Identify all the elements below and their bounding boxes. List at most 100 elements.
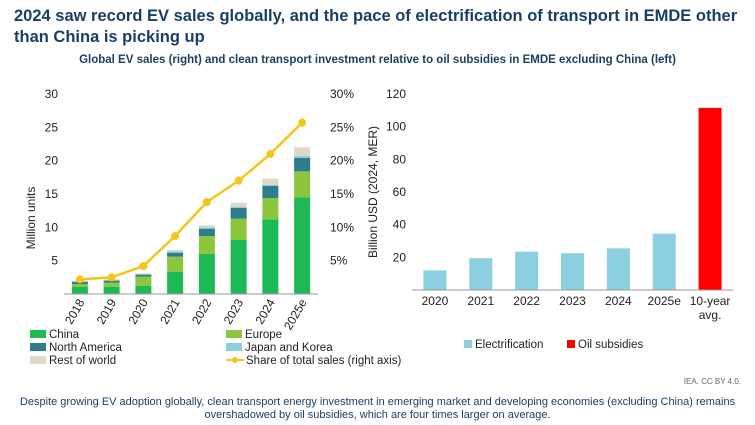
bar-europe [294, 171, 311, 198]
y2-tick-label: 5% [330, 254, 348, 268]
bar-europe [71, 284, 88, 287]
x-tick-label: 2025e [648, 294, 682, 308]
legend-swatch-share [226, 356, 244, 364]
legend-label-china: China [49, 329, 80, 341]
legend-label-north-america: North America [49, 342, 122, 354]
bar-japan-and-korea [167, 251, 184, 253]
legend-item-rest-of-world: Rest of world [30, 355, 116, 367]
legend-swatch-oil-subsidies [567, 340, 575, 348]
bar-north-america [198, 228, 215, 236]
bar-north-america [262, 186, 279, 198]
legend-item-oil-subsidies: Oil subsidies [567, 339, 643, 351]
x-tick-label: 2020 [125, 296, 151, 326]
bar-north-america [230, 208, 247, 219]
y-tick-label: 20 [45, 154, 59, 168]
investment-chart: 20 40 60 80 100 120 Billion USD (2024, MER) 202… [366, 87, 733, 322]
bar-europe [198, 236, 215, 254]
bar-china [71, 286, 88, 294]
bar-europe [135, 276, 152, 286]
legend-swatch-europe [226, 330, 242, 338]
x-tick-label: 2024 [605, 294, 632, 308]
bar-china [262, 219, 279, 294]
bar-japan-and-korea [198, 227, 215, 229]
y2-tick-label: 15% [330, 187, 354, 201]
x-tick-label: 2022 [513, 294, 540, 308]
x-tick-label-line1: 10-year [690, 294, 731, 308]
share-point [298, 118, 307, 127]
legend-label-rest-of-world: Rest of world [49, 355, 117, 367]
bar-china [135, 286, 152, 294]
y-tick-label: 20 [393, 250, 407, 264]
x-tick-label-line2: avg. [699, 308, 722, 322]
bar-europe [167, 256, 184, 272]
share-point [266, 150, 275, 158]
bar-europe [230, 218, 247, 240]
bar-japan-and-korea [262, 184, 279, 186]
bar-north-america [294, 158, 311, 172]
share-point [75, 275, 84, 284]
x-tick-label: 2021 [467, 294, 494, 308]
legend-label-europe: Europe [245, 329, 283, 341]
legend-label-oil-subsidies: Oil subsidies [578, 339, 644, 351]
legend-item-electrification: Electrification [464, 339, 543, 351]
bar-north-america [103, 280, 120, 283]
ev-sales-chart: 5 10 15 20 25 30 5% 10% 15% 20% 25% 30% Million unit… [24, 87, 354, 332]
legend-item-china: China [30, 329, 79, 341]
y-tick-label: 100 [386, 120, 406, 134]
share-point [107, 273, 116, 282]
legend-swatch-china [30, 330, 46, 338]
y2-tick-label: 10% [330, 220, 354, 234]
y-tick-label: 25 [45, 120, 59, 134]
x-tick-label: 2018 [62, 296, 88, 326]
x-tick-label: 2024 [252, 296, 278, 326]
y-tick-label: 30 [45, 87, 59, 101]
legend-item-north-america: North America [30, 342, 122, 354]
x-tick-label: 2025e [281, 296, 310, 332]
x-tick-label: 2022 [189, 296, 215, 326]
bar-china [103, 286, 120, 294]
bar-electrification [515, 251, 539, 290]
bar-electrification [652, 233, 676, 290]
y2-tick-label: 30% [330, 87, 354, 101]
bar-rest-of-world [262, 178, 279, 185]
x-tick-label: 2021 [157, 296, 183, 326]
y-tick-label: 40 [393, 218, 407, 232]
y-tick-label: 5 [51, 254, 58, 268]
bar-japan-and-korea [135, 274, 152, 275]
legend-swatch-north-america [30, 343, 46, 351]
x-tick-label: 2019 [94, 296, 120, 326]
share-point [202, 198, 211, 206]
legend-swatch-electrification [464, 340, 472, 348]
legend-item-share: Share of total sales (right axis) [226, 355, 401, 367]
x-tick-label: 2020 [422, 294, 449, 308]
bar-rest-of-world [230, 202, 247, 207]
y-tick-label: 120 [386, 87, 406, 101]
bar-north-america [167, 252, 184, 257]
bar-china [167, 272, 184, 294]
share-point [234, 176, 243, 185]
bar-electrification [606, 248, 630, 290]
y-tick-label: 10 [45, 220, 59, 234]
legend-item-europe: Europe [226, 329, 282, 341]
y2-tick-label: 20% [330, 154, 354, 168]
y-axis-label: Billion USD (2024, MER) [366, 126, 380, 258]
bar-electrification [423, 270, 447, 290]
legend-swatch-rest-of-world [30, 356, 46, 364]
bar-rest-of-world [198, 225, 215, 228]
bar-china [230, 240, 247, 294]
y-tick-label: 60 [393, 185, 407, 199]
bar-rest-of-world [294, 147, 311, 156]
bar-electrification [469, 258, 493, 290]
bar-electrification [561, 253, 584, 290]
legend-label-japan-korea: Japan and Korea [245, 342, 333, 354]
legend-swatch-japan-korea [226, 343, 242, 351]
share-point [139, 262, 148, 270]
share-point [171, 232, 180, 240]
x-tick-label: 2023 [221, 296, 247, 326]
chart-footnote: Despite growing EV adoption globally, cl… [19, 396, 736, 421]
chart-subtitle: Global EV sales (right) and clean transp… [79, 54, 676, 66]
y-axis-label: Million units [24, 187, 38, 250]
share-line [79, 121, 304, 281]
legend-item-japan-korea: Japan and Korea [226, 342, 333, 354]
